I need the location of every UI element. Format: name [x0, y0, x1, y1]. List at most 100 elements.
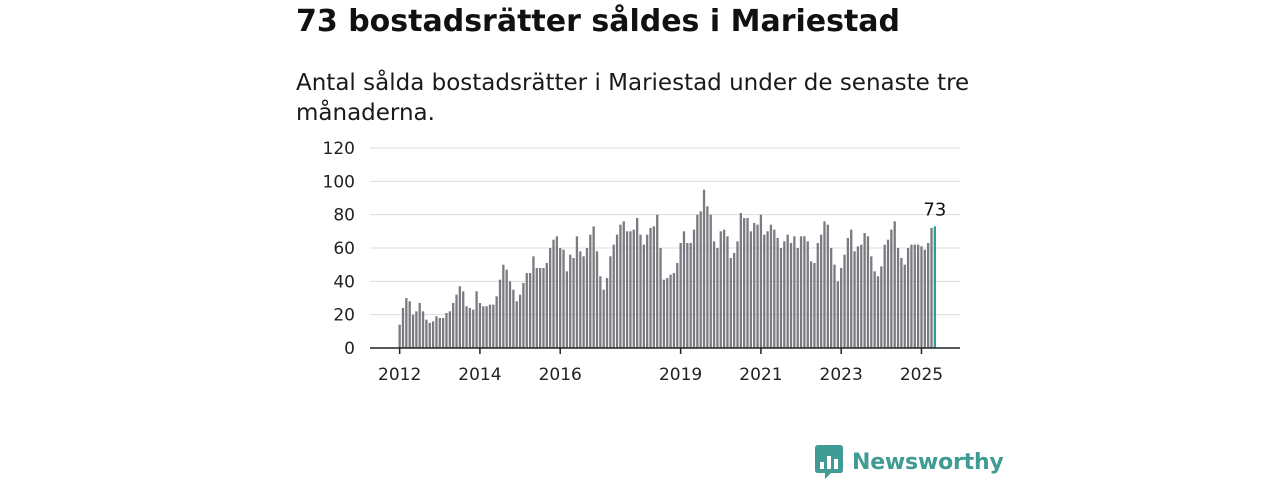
bar [405, 298, 408, 348]
bar [441, 318, 445, 348]
bar [722, 229, 726, 348]
bar [579, 251, 582, 348]
last-value-label: 73 [923, 199, 946, 220]
bar [927, 243, 930, 348]
bar [569, 254, 572, 348]
bar [431, 321, 435, 348]
bar [776, 238, 779, 348]
bar [438, 318, 441, 348]
bar [796, 248, 799, 348]
bar [896, 248, 900, 348]
bar [759, 214, 763, 348]
bar [696, 214, 699, 348]
bar [706, 206, 709, 348]
bar [612, 244, 615, 348]
bar [528, 273, 532, 348]
bar [401, 308, 405, 348]
bar [873, 271, 876, 348]
x-axis-ticks: 2012 2014 2016 2019 2021 2023 2025 [378, 348, 943, 385]
bar [886, 239, 890, 348]
bar [445, 313, 448, 348]
bar [910, 244, 913, 348]
bar [876, 276, 880, 348]
bar [642, 244, 645, 348]
bar [666, 278, 669, 348]
bar [779, 248, 783, 348]
bar [615, 234, 619, 348]
bar [538, 268, 542, 348]
bar [452, 303, 455, 348]
bar [806, 241, 809, 348]
bar [582, 256, 585, 348]
bar [880, 266, 883, 348]
bar [475, 291, 478, 348]
bar [545, 263, 548, 348]
bar [890, 229, 893, 348]
bar [846, 238, 850, 348]
bar [465, 306, 468, 348]
bar [786, 234, 789, 348]
bar [719, 231, 722, 348]
bar [421, 311, 425, 348]
bar [652, 226, 656, 348]
bar [448, 311, 451, 348]
bar [749, 231, 753, 348]
bar [913, 244, 916, 348]
bar [478, 303, 482, 348]
bar [559, 248, 562, 348]
bar [492, 304, 495, 348]
bar [903, 264, 906, 348]
bar [783, 241, 786, 348]
bar [659, 248, 662, 348]
bar [425, 319, 428, 348]
bar [739, 213, 742, 348]
bar [535, 268, 538, 348]
page-title: 73 bostadsrätter såldes i Mariestad [296, 4, 901, 39]
y-tick-label: 80 [333, 206, 355, 226]
bar [575, 236, 579, 348]
bar [823, 221, 826, 348]
bar [625, 231, 629, 348]
bar [746, 218, 749, 348]
bar [565, 271, 569, 348]
bar [712, 241, 716, 348]
x-tick-label: 2014 [458, 365, 501, 385]
bar [639, 234, 642, 348]
bar [900, 258, 903, 348]
bar [819, 234, 823, 348]
bar [682, 231, 686, 348]
newsworthy-logo: Newsworthy [815, 445, 1004, 479]
bar [736, 241, 739, 348]
x-tick-label: 2019 [659, 365, 702, 385]
bar [415, 311, 418, 348]
bar [709, 214, 712, 348]
bar [552, 239, 555, 348]
bar [609, 256, 612, 348]
bar [733, 253, 736, 348]
bar [726, 236, 729, 348]
bar [502, 264, 505, 348]
bar [743, 218, 746, 348]
bar [622, 221, 625, 348]
bar [458, 286, 462, 348]
newsworthy-logo-text: Newsworthy [852, 449, 1004, 475]
y-tick-label: 120 [323, 139, 355, 159]
bar [595, 251, 599, 348]
bar [916, 244, 920, 348]
y-tick-label: 100 [323, 172, 355, 192]
bar [669, 274, 672, 348]
bar [676, 263, 679, 348]
bar [488, 304, 492, 348]
bar [555, 236, 559, 348]
bar [870, 256, 873, 348]
bar [793, 236, 796, 348]
bar [813, 263, 816, 348]
bar [605, 278, 609, 348]
bar [883, 244, 886, 348]
bar [860, 244, 863, 348]
bar [542, 268, 545, 348]
bar [462, 291, 465, 348]
bar [455, 294, 458, 348]
bar [656, 214, 659, 348]
